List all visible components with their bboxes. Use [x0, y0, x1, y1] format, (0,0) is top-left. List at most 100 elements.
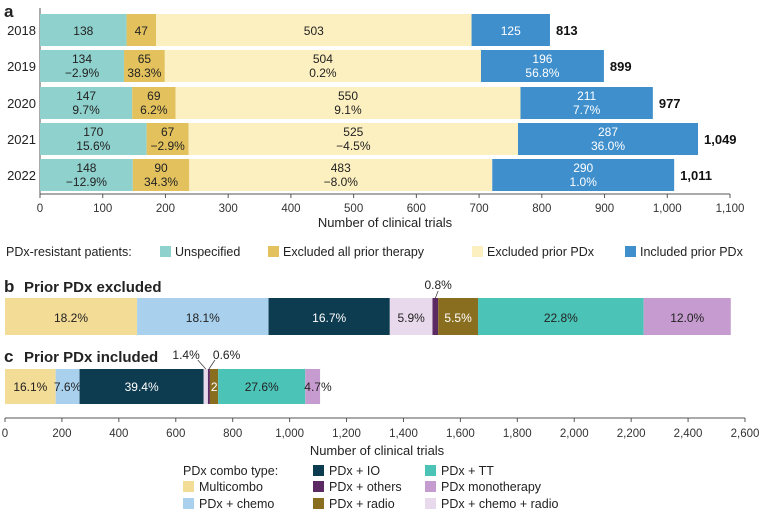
panel-c-segment-label: 0.6% — [213, 348, 241, 362]
panel-a-change-label: 6.2% — [140, 103, 168, 117]
panel-a-bar-segment — [175, 87, 521, 119]
panel-bc-legend-swatch — [425, 465, 436, 476]
panel-a-legend-label: Excluded prior PDx — [487, 245, 595, 259]
panel-a-y-tick-label: 2020 — [7, 96, 36, 111]
panel-a-y-tick-label: 2018 — [7, 23, 36, 38]
panel-a-x-tick-label: 100 — [93, 203, 112, 215]
panel-a-total-label: 899 — [610, 59, 632, 74]
panel-a-total-label: 813 — [556, 23, 578, 38]
panel-a-value-label: 211 — [577, 89, 596, 103]
panel-b-segment-label: 16.7% — [312, 311, 346, 325]
panel-b-segment-label: 22.8% — [544, 311, 578, 325]
panel-a-chart: 0 100 200 300 400 500 600 700 800 900 1,000 1,100 Nu… — [6, 8, 744, 259]
panel-c-bar-segment — [203, 369, 208, 404]
panel-a-value-label: 196 — [532, 52, 552, 66]
panel-a-value-label: 483 — [331, 161, 351, 175]
panel-a-legend-swatch — [472, 246, 483, 257]
panel-c-segment-label: 1.4% — [172, 348, 200, 362]
panel-a-change-label: 34.3% — [144, 175, 178, 189]
panel-b-bar-segment — [389, 298, 433, 335]
panel-a-change-label: 9.1% — [334, 103, 362, 117]
panel-bc-legend-label: PDx + IO — [329, 464, 380, 478]
panel-a-change-label: −2.9% — [65, 66, 100, 80]
panel-a-change-label: 38.3% — [127, 66, 161, 80]
panel-a-change-label: −8.0% — [324, 175, 359, 189]
panel-c-segment-label: 4.7% — [304, 380, 332, 394]
panel-a-bar-segment — [40, 50, 125, 82]
panel-b-segment-label: 5.9% — [397, 311, 425, 325]
panel-a-total-label: 977 — [659, 96, 681, 111]
panel-a-bar-segment — [146, 123, 189, 155]
panel-a-legend-swatch — [160, 246, 171, 257]
panel-bc-chart: 18.2% 18.1% 16.7% 5.9% 0.8% 5.5% 22.8% 12.0% 16.… — [2, 278, 760, 511]
panel-a-value-label: 47 — [135, 24, 149, 38]
panel-bc-x-tick-label: 200 — [52, 428, 71, 440]
panel-a-x-tick-label: 600 — [407, 203, 426, 215]
panel-a-value-label: 170 — [83, 125, 103, 139]
panel-a-value-label: 287 — [598, 125, 618, 139]
panel-bc-x-tick-label: 2,200 — [617, 428, 646, 440]
panel-a-x-tick-label: 300 — [219, 203, 238, 215]
panel-a-bar-segment — [471, 14, 550, 46]
panel-c-segment-label: 27.6% — [245, 380, 279, 394]
panel-a-bar-segment — [40, 87, 133, 119]
panel-b-bar-segment — [438, 298, 479, 335]
panel-a-legend-label: Excluded all prior therapy — [283, 245, 425, 259]
panel-bc-x-tick-label: 1,200 — [332, 428, 361, 440]
panel-c-bar-segment — [5, 369, 56, 404]
panel-a-x-tick-label: 500 — [344, 203, 363, 215]
panel-a-change-label: −4.5% — [336, 139, 371, 153]
panel-a-legend-swatch — [625, 246, 636, 257]
panel-b-segment-label: 18.2% — [54, 311, 88, 325]
panel-bc-x-tick-label: 800 — [223, 428, 242, 440]
panel-a-y-tick-label: 2019 — [7, 59, 36, 74]
panel-bc-x-tick-label: 2,000 — [560, 428, 589, 440]
panel-a-bar-segment — [132, 159, 190, 191]
panel-b-title: Prior PDx excluded — [24, 279, 162, 296]
panel-b-bar-segment — [643, 298, 731, 335]
panel-a-x-tick-label: 700 — [469, 203, 488, 215]
panel-c-bar-segment — [305, 369, 321, 404]
panel-b-bar-segment — [5, 298, 138, 335]
panel-a-value-label: 525 — [343, 125, 363, 139]
panel-a-value-label: 134 — [72, 52, 92, 66]
panel-bc-x-tick-label: 1,600 — [446, 428, 475, 440]
panel-bc-legend: PDx combo type: Multicombo PDx + chemo PDx … — [183, 464, 558, 511]
panel-c-bar-segment — [207, 369, 210, 404]
panel-bc-legend-label: PDx + TT — [441, 464, 494, 478]
panel-bc-x-tick-label: 600 — [166, 428, 185, 440]
panel-a-bar-segment — [40, 123, 147, 155]
panel-a-change-label: 7.7% — [573, 103, 601, 117]
panel-c-segment-label: 16.1% — [13, 380, 47, 394]
panel-a-bar-segment — [164, 50, 481, 82]
panel-a-change-label: −12.9% — [66, 175, 107, 189]
panel-a-x-axis-title: Number of clinical trials — [318, 215, 453, 230]
panel-bc-x-axis-title: Number of clinical trials — [310, 443, 445, 458]
panel-c-letter: c — [4, 347, 13, 366]
panel-bc-legend-label: Multicombo — [199, 480, 263, 494]
panel-a-change-label: 0.2% — [309, 66, 337, 80]
panel-a-change-label: 1.0% — [570, 175, 598, 189]
panel-bc-x-tick-label: 1,400 — [389, 428, 418, 440]
panel-a-x-tick-label: 0 — [37, 203, 43, 215]
panel-a-change-label: −2.9% — [150, 139, 185, 153]
panel-a-bar-segment — [40, 14, 127, 46]
panel-a-value-label: 148 — [76, 161, 96, 175]
panel-a-bar-segment — [132, 87, 176, 119]
panel-bc-legend-label: PDx + chemo — [199, 497, 274, 511]
panel-a-value-label: 125 — [501, 24, 521, 38]
panel-b-bar-segment — [478, 298, 644, 335]
panel-a-legend-title: PDx-resistant patients: — [6, 245, 132, 259]
panel-b-bar-segment — [268, 298, 390, 335]
panel-a-x-tick-label: 200 — [156, 203, 175, 215]
panel-a-value-label: 67 — [161, 125, 175, 139]
panel-b-segment-label: 0.8% — [425, 278, 453, 292]
panel-bc-legend-label: PDx monotherapy — [441, 480, 542, 494]
panel-a-change-label: 56.8% — [525, 66, 559, 80]
panel-a-y-tick-label: 2022 — [7, 168, 36, 183]
panel-a-total-label: 1,049 — [704, 132, 737, 147]
panel-a-x-tick-label: 900 — [595, 203, 614, 215]
panel-a-bar-segment — [126, 14, 157, 46]
panel-a-y-tick-label: 2021 — [7, 132, 36, 147]
panel-b-bar-segment — [137, 298, 269, 335]
